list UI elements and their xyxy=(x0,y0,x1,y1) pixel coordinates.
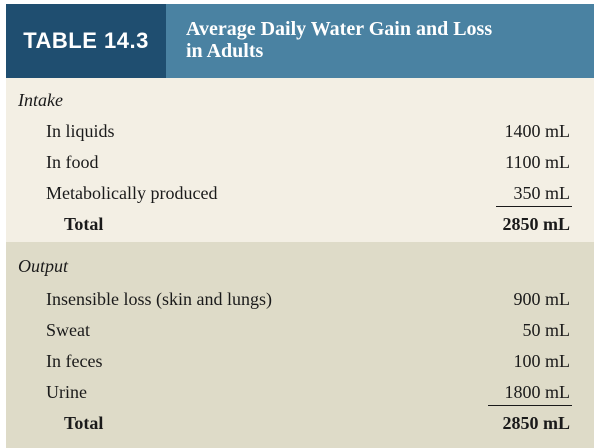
total-label: Total xyxy=(64,413,104,433)
table-row: Urine 1800 mL xyxy=(6,379,594,407)
sum-rule xyxy=(488,405,572,406)
table-row: Insensible loss (skin and lungs) 900 mL xyxy=(6,286,594,314)
table-row: In liquids 1400 mL xyxy=(6,118,594,146)
table-title-line-1: Average Daily Water Gain and Loss xyxy=(186,18,493,40)
table-number-label: TABLE 14.3 xyxy=(6,4,166,78)
table-row: Sweat 50 mL xyxy=(6,317,594,345)
intake-section: Intake In liquids 1400 mL In food 1100 m… xyxy=(6,78,594,242)
table-row: Metabolically produced 350 mL xyxy=(6,180,594,208)
total-label: Total xyxy=(64,214,104,234)
output-section: Output Insensible loss (skin and lungs) … xyxy=(6,242,594,448)
row-value: 1800 mL xyxy=(504,382,571,402)
output-heading: Output xyxy=(18,256,69,276)
row-value: 1100 mL xyxy=(505,152,570,172)
row-label: Insensible loss (skin and lungs) xyxy=(46,289,272,309)
row-label: Sweat xyxy=(46,320,90,340)
row-label: In feces xyxy=(46,351,103,371)
row-label: In liquids xyxy=(46,121,115,141)
table-header: TABLE 14.3 Average Daily Water Gain and … xyxy=(6,4,594,78)
total-value: 2850 mL xyxy=(502,413,571,433)
table-title-line-2: in Adults xyxy=(186,40,264,62)
sum-rule xyxy=(496,206,572,207)
row-value: 900 mL xyxy=(513,289,571,309)
row-value: 50 mL xyxy=(522,320,571,340)
total-value: 2850 mL xyxy=(502,214,571,234)
row-value: 1400 mL xyxy=(504,121,571,141)
row-label: Metabolically produced xyxy=(46,183,218,203)
output-total-row: Total 2850 mL xyxy=(6,410,594,438)
intake-total-row: Total 2850 mL xyxy=(6,211,594,239)
row-value: 100 mL xyxy=(513,351,571,371)
table-title: Average Daily Water Gain and Loss in Adu… xyxy=(166,4,594,78)
row-label: Urine xyxy=(46,382,87,402)
row-value: 350 mL xyxy=(513,183,571,203)
water-balance-table: TABLE 14.3 Average Daily Water Gain and … xyxy=(6,4,594,448)
intake-heading: Intake xyxy=(18,90,63,110)
row-label: In food xyxy=(46,152,99,172)
table-row: In feces 100 mL xyxy=(6,348,594,376)
table-row: In food 1100 mL xyxy=(6,149,594,177)
